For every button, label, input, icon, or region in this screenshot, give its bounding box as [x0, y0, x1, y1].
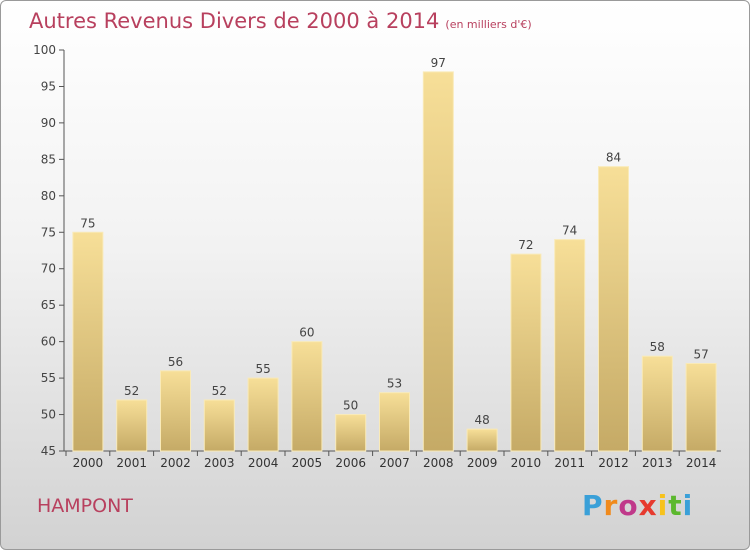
data-label: 75 [80, 216, 95, 230]
x-tick-label: 2004 [248, 456, 279, 470]
bar [116, 399, 148, 452]
y-tick-label: 90 [41, 116, 56, 130]
data-label: 56 [168, 355, 183, 369]
x-tick-label: 2007 [379, 456, 410, 470]
bar [510, 253, 542, 452]
x-tick-label: 2011 [554, 456, 585, 470]
bar [203, 399, 235, 452]
y-tick-label: 55 [41, 371, 56, 385]
data-label: 48 [474, 413, 489, 427]
bars-group [72, 71, 717, 452]
y-tick-label: 65 [41, 298, 56, 312]
bar [72, 231, 104, 452]
commune-name: HAMPONT [37, 495, 133, 517]
bar [379, 392, 410, 452]
data-label: 53 [387, 377, 402, 391]
logo-letter: t [668, 489, 683, 522]
data-labels-group: 75 52 56 52 55 60 50 53 97 48 72 74 84 58 57 [80, 56, 708, 427]
logo-letter: o [618, 489, 639, 522]
y-tick-label: 50 [41, 408, 56, 422]
x-tick-label: 2003 [204, 456, 235, 470]
x-tick-label: 2005 [292, 456, 323, 470]
y-tick-label: 85 [41, 152, 56, 166]
logo-letter: x [638, 489, 658, 522]
data-label: 84 [606, 151, 621, 165]
data-label: 52 [212, 384, 227, 398]
chart-unit: (en milliers d'€) [445, 18, 532, 31]
x-tick-label: 2006 [335, 456, 366, 470]
bar [335, 414, 367, 452]
data-label: 50 [343, 399, 358, 413]
proxiti-logo[interactable]: Proxiti [582, 489, 693, 522]
y-tick-label: 80 [41, 189, 56, 203]
data-label: 57 [693, 348, 708, 362]
x-tick-label: 2014 [686, 456, 717, 470]
bar [160, 370, 191, 452]
data-label: 58 [650, 340, 665, 354]
chart-title: Autres Revenus Divers de 2000 à 2014 (en … [29, 9, 532, 33]
data-label: 97 [431, 56, 446, 70]
data-label: 52 [124, 384, 139, 398]
y-tick-label: 70 [41, 262, 56, 276]
bar [247, 377, 279, 452]
bar [641, 355, 673, 452]
x-tick-label: 2002 [160, 456, 191, 470]
logo-letter: i [682, 489, 694, 522]
data-label: 74 [562, 224, 577, 238]
bar [422, 71, 454, 452]
x-tick-label: 2008 [423, 456, 454, 470]
y-tick-label: 75 [41, 225, 56, 239]
x-tick-label: 2000 [73, 456, 104, 470]
bar [291, 341, 323, 452]
x-axis: 2000 2001 2002 2003 2004 2005 2006 2007 2008 2009… [64, 450, 721, 470]
bar [466, 428, 498, 452]
x-tick-label: 2013 [642, 456, 673, 470]
bar [554, 239, 586, 452]
bar [598, 166, 629, 452]
x-tick-label: 2001 [116, 456, 147, 470]
data-label: 55 [255, 362, 270, 376]
logo-letter: r [603, 489, 619, 522]
data-label: 60 [299, 326, 314, 340]
x-tick-label: 2010 [511, 456, 542, 470]
logo-letter: P [582, 489, 604, 522]
y-axis: 45 50 55 60 65 70 75 80 85 90 95 100 [33, 43, 65, 458]
x-tick-label: 2012 [598, 456, 629, 470]
bar [685, 363, 717, 452]
x-tick-label: 2009 [467, 456, 498, 470]
chart-title-text: Autres Revenus Divers de 2000 à 2014 [29, 9, 440, 33]
y-tick-label: 95 [41, 79, 56, 93]
data-label: 72 [518, 238, 533, 252]
logo-letter: i [657, 489, 669, 522]
y-tick-label: 100 [33, 43, 56, 57]
y-tick-label: 60 [41, 335, 56, 349]
y-tick-label: 45 [41, 444, 56, 458]
